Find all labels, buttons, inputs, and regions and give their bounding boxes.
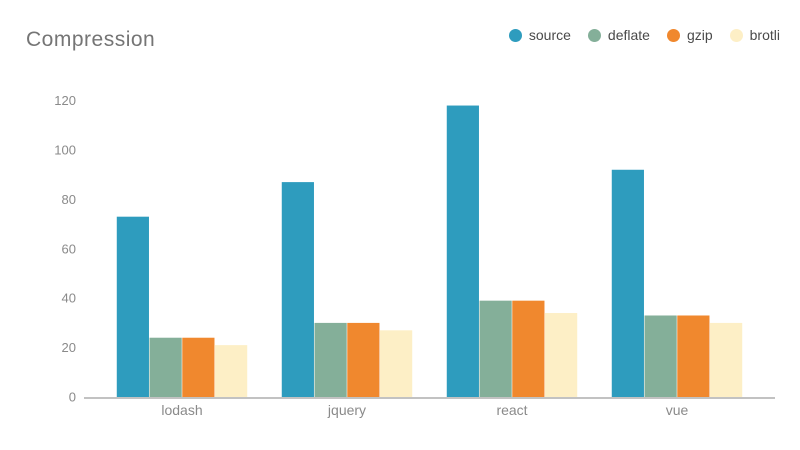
y-axis-tick-label: 80 [62,192,76,207]
legend-marker-icon [587,28,601,42]
legend-label: source [528,27,571,43]
legend-marker-icon [729,28,743,42]
bar-brotli-lodash[interactable] [215,345,248,397]
bar-source-react[interactable] [446,105,479,397]
bar-brotli-jquery[interactable] [380,330,413,397]
x-axis-category-label-lodash: lodash [161,402,202,418]
legend-label: deflate [607,27,650,43]
bar-deflate-vue[interactable] [644,315,677,397]
bar-source-lodash[interactable] [116,216,149,397]
y-axis-tick-label: 120 [54,93,76,108]
y-axis-tick-label: 40 [62,291,76,306]
y-axis-tick-label: 20 [62,340,76,355]
chart-title: Compression [26,28,156,51]
bar-deflate-react[interactable] [479,300,512,397]
bar-gzip-react[interactable] [512,300,545,397]
bar-deflate-jquery[interactable] [314,322,347,397]
legend: source deflate gzip brotli [508,26,780,44]
y-axis-tick-label: 60 [62,241,76,256]
bar-deflate-lodash[interactable] [149,337,182,397]
bar-gzip-vue[interactable] [677,315,710,397]
legend-label: brotli [749,27,780,43]
y-axis-tick-label: 100 [54,143,76,158]
bar-brotli-vue[interactable] [710,322,743,397]
bar-source-jquery[interactable] [281,182,314,397]
bar-gzip-lodash[interactable] [182,337,215,397]
legend-marker-icon [508,28,522,42]
legend-item-brotli[interactable]: brotli [729,26,780,44]
y-axis-tick-label: 0 [69,390,76,405]
bar-gzip-jquery[interactable] [347,322,380,397]
legend-item-gzip[interactable]: gzip [666,26,713,44]
legend-marker-icon [666,28,680,42]
x-axis-category-label-react: react [496,402,527,418]
legend-item-source[interactable]: source [508,26,571,44]
legend-item-deflate[interactable]: deflate [587,26,650,44]
bar-source-vue[interactable] [611,169,644,397]
x-axis-category-label-vue: vue [666,402,689,418]
legend-label: gzip [686,27,713,43]
x-axis-line [84,397,775,399]
bar-brotli-react[interactable] [545,313,578,397]
x-axis-category-label-jquery: jquery [327,402,366,418]
